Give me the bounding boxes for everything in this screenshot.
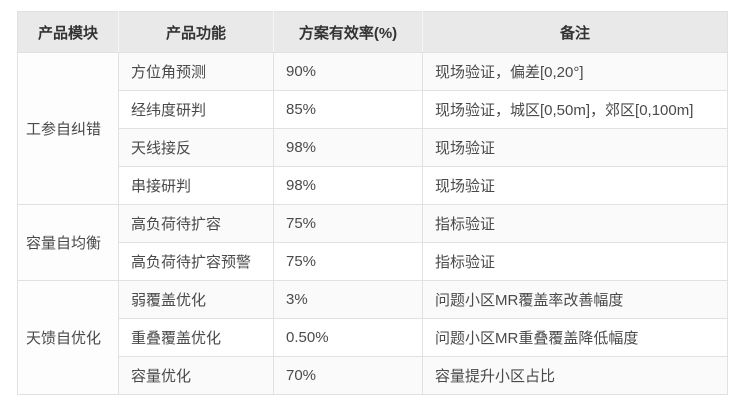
- rate-cell: 85%: [273, 90, 423, 129]
- module-cell: 容量自均衡: [17, 204, 119, 281]
- col-header-remark: 备注: [422, 11, 728, 53]
- rate-cell: 98%: [273, 128, 423, 167]
- table-body: 工参自纠错 方位角预测 90% 现场验证，偏差[0,20°] 经纬度研判 85% 现场验证，…: [17, 52, 728, 395]
- function-cell: 弱覆盖优化: [118, 280, 274, 319]
- col-header-module: 产品模块: [17, 11, 119, 53]
- table-row: 串接研判 98% 现场验证: [18, 166, 728, 205]
- product-effectiveness-table: 产品模块 产品功能 方案有效率(%) 备注 工参自纠错 方位角预测 90% 现场验证，…: [17, 11, 728, 395]
- table-row: 经纬度研判 85% 现场验证，城区[0,50m]，郊区[0,100m]: [18, 90, 728, 129]
- rate-cell: 70%: [273, 356, 423, 395]
- function-cell: 经纬度研判: [118, 90, 274, 129]
- rate-cell: 75%: [273, 204, 423, 243]
- remark-cell: 现场验证: [422, 128, 728, 167]
- table-row: 容量优化 70% 容量提升小区占比: [18, 356, 728, 395]
- remark-cell: 现场验证，偏差[0,20°]: [422, 52, 728, 91]
- table-row: 天馈自优化 弱覆盖优化 3% 问题小区MR覆盖率改善幅度: [17, 280, 728, 395]
- col-header-rate: 方案有效率(%): [273, 11, 423, 53]
- remark-cell: 问题小区MR覆盖率改善幅度: [422, 280, 728, 319]
- table-row: 天线接反 98% 现场验证: [18, 128, 728, 167]
- remark-cell: 问题小区MR重叠覆盖降低幅度: [422, 318, 728, 357]
- remark-cell: 容量提升小区占比: [422, 356, 728, 395]
- rate-cell: 90%: [273, 52, 423, 91]
- rate-cell: 98%: [273, 166, 423, 205]
- function-cell: 容量优化: [118, 356, 274, 395]
- remark-cell: 指标验证: [422, 242, 728, 281]
- rate-cell: 3%: [273, 280, 423, 319]
- col-header-function: 产品功能: [118, 11, 274, 53]
- rate-cell: 0.50%: [273, 318, 423, 357]
- table-row: 重叠覆盖优化 0.50% 问题小区MR重叠覆盖降低幅度: [18, 318, 728, 357]
- module-cell: 工参自纠错: [17, 52, 119, 205]
- remark-cell: 指标验证: [422, 204, 728, 243]
- module-cell: 天馈自优化: [17, 280, 119, 395]
- remark-cell: 现场验证，城区[0,50m]，郊区[0,100m]: [422, 90, 728, 129]
- function-cell: 高负荷待扩容: [118, 204, 274, 243]
- function-cell: 天线接反: [118, 128, 274, 167]
- function-cell: 高负荷待扩容预警: [118, 242, 274, 281]
- rate-cell: 75%: [273, 242, 423, 281]
- table-row: 工参自纠错 方位角预测 90% 现场验证，偏差[0,20°]: [17, 52, 728, 205]
- table-row: 高负荷待扩容预警 75% 指标验证: [18, 242, 728, 281]
- product-effectiveness-table-wrap: 产品模块 产品功能 方案有效率(%) 备注 工参自纠错 方位角预测 90% 现场验证，…: [17, 11, 728, 395]
- function-cell: 串接研判: [118, 166, 274, 205]
- table-header-row: 产品模块 产品功能 方案有效率(%) 备注: [17, 11, 728, 53]
- function-cell: 方位角预测: [118, 52, 274, 91]
- function-cell: 重叠覆盖优化: [118, 318, 274, 357]
- remark-cell: 现场验证: [422, 166, 728, 205]
- table-row: 容量自均衡 高负荷待扩容 75% 指标验证: [17, 204, 728, 281]
